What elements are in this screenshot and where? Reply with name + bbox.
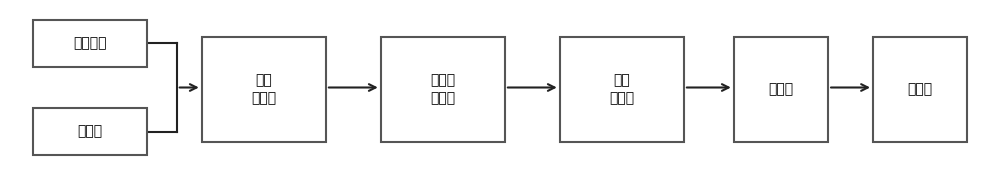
Text: 脱盐水: 脱盐水 bbox=[77, 125, 102, 139]
Text: 甲醇
裂解塔: 甲醇 裂解塔 bbox=[251, 73, 276, 105]
Text: 捕硫塔: 捕硫塔 bbox=[768, 82, 793, 96]
Text: 杂质
脱除塔: 杂质 脱除塔 bbox=[609, 73, 634, 105]
FancyBboxPatch shape bbox=[734, 37, 828, 142]
FancyBboxPatch shape bbox=[33, 20, 147, 67]
Text: 硫化氢
合成塔: 硫化氢 合成塔 bbox=[430, 73, 455, 105]
Text: 产品罐: 产品罐 bbox=[908, 82, 933, 96]
FancyBboxPatch shape bbox=[33, 108, 147, 155]
Text: 原料甲醇: 原料甲醇 bbox=[73, 36, 107, 50]
FancyBboxPatch shape bbox=[202, 37, 326, 142]
FancyBboxPatch shape bbox=[560, 37, 684, 142]
FancyBboxPatch shape bbox=[381, 37, 505, 142]
FancyBboxPatch shape bbox=[873, 37, 967, 142]
